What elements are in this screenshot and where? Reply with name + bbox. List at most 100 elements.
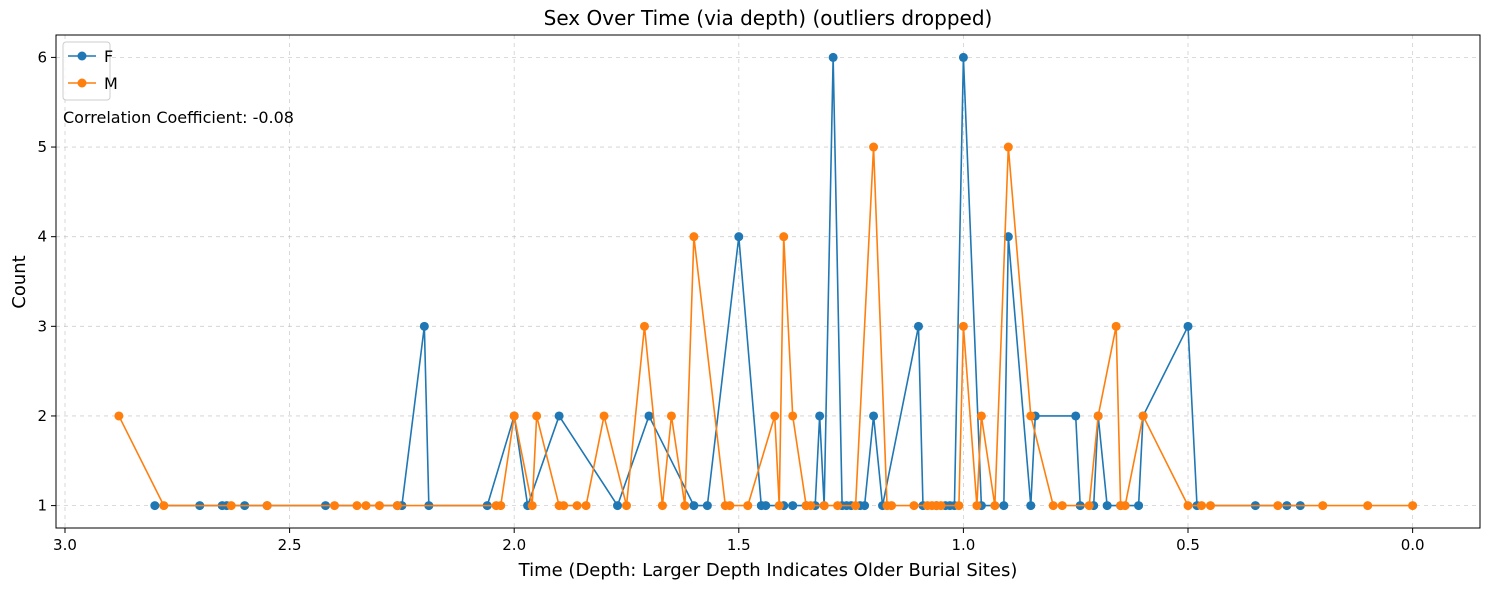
data-point-M xyxy=(819,501,829,511)
x-tick-label: 0.5 xyxy=(1176,536,1200,554)
x-tick-label: 2.5 xyxy=(278,536,302,554)
data-point-M xyxy=(572,501,582,511)
correlation-annotation: Correlation Coefficient: -0.08 xyxy=(63,108,294,127)
data-point-M xyxy=(374,501,384,511)
data-point-M xyxy=(1408,501,1418,511)
y-tick-label: 2 xyxy=(37,407,47,425)
data-point-M xyxy=(976,411,986,421)
y-tick-label: 1 xyxy=(37,497,47,515)
data-point-M xyxy=(621,501,631,511)
y-tick-label: 3 xyxy=(37,317,47,335)
data-point-M xyxy=(1183,501,1193,511)
data-point-M xyxy=(666,411,676,421)
data-point-M xyxy=(1093,411,1103,421)
data-point-F xyxy=(788,501,798,511)
data-point-F xyxy=(150,501,160,511)
data-point-M xyxy=(680,501,690,511)
x-tick-label: 1.5 xyxy=(727,536,751,554)
data-point-F xyxy=(419,321,429,331)
y-tick-label: 4 xyxy=(37,228,47,246)
x-tick-label: 1.0 xyxy=(951,536,975,554)
data-point-M xyxy=(1048,501,1058,511)
legend-marker-F xyxy=(77,51,87,61)
series-M xyxy=(114,142,1418,511)
legend-marker-M xyxy=(77,78,87,88)
data-point-F xyxy=(613,501,623,511)
data-point-M xyxy=(770,411,780,421)
data-point-F xyxy=(1183,321,1193,331)
data-point-M xyxy=(532,411,542,421)
data-point-M xyxy=(909,501,919,511)
data-point-M xyxy=(1026,411,1036,421)
data-point-M xyxy=(851,501,861,511)
data-point-M xyxy=(1003,142,1013,152)
data-point-F xyxy=(958,52,968,62)
data-point-F xyxy=(828,52,838,62)
data-point-M xyxy=(392,501,402,511)
data-point-F xyxy=(999,501,1009,511)
data-point-M xyxy=(1273,501,1283,511)
data-point-M xyxy=(1111,321,1121,331)
y-axis-label: Count xyxy=(9,255,30,308)
y-tick-label: 5 xyxy=(37,138,47,156)
data-point-M xyxy=(1057,501,1067,511)
data-point-M xyxy=(159,501,169,511)
legend: FM xyxy=(62,41,118,101)
series-line-F xyxy=(154,56,1301,507)
data-point-F xyxy=(913,321,923,331)
data-point-F xyxy=(1003,232,1013,242)
data-point-M xyxy=(806,501,816,511)
data-point-M xyxy=(954,501,964,511)
legend-label-M: M xyxy=(104,74,118,93)
data-point-M xyxy=(1196,501,1206,511)
data-point-M xyxy=(1084,501,1094,511)
data-point-F xyxy=(1134,501,1144,511)
data-point-M xyxy=(774,501,784,511)
x-axis-label: Time (Depth: Larger Depth Indicates Olde… xyxy=(518,560,1018,581)
data-point-M xyxy=(958,321,968,331)
data-point-F xyxy=(689,501,699,511)
x-tick-label: 2.0 xyxy=(502,536,526,554)
chart-title: Sex Over Time (via depth) (outliers drop… xyxy=(544,6,993,30)
data-point-M xyxy=(581,501,591,511)
x-tick-label: 3.0 xyxy=(53,536,77,554)
data-point-M xyxy=(689,232,699,242)
y-tick-label: 6 xyxy=(37,48,47,66)
data-point-M xyxy=(509,411,519,421)
data-point-M xyxy=(887,501,897,511)
data-point-M xyxy=(599,411,609,421)
data-point-M xyxy=(743,501,753,511)
data-point-M xyxy=(527,501,537,511)
data-point-M xyxy=(330,501,340,511)
data-point-M xyxy=(1318,501,1328,511)
data-point-F xyxy=(1026,501,1036,511)
data-point-M xyxy=(1205,501,1215,511)
legend-label-F: F xyxy=(104,47,113,66)
data-point-M xyxy=(725,501,735,511)
plot-frame xyxy=(55,34,1481,529)
data-point-M xyxy=(559,501,569,511)
data-point-M xyxy=(361,501,371,511)
data-point-M xyxy=(779,232,789,242)
series-layer xyxy=(114,52,1418,511)
x-tick-label: 0.0 xyxy=(1401,536,1425,554)
data-point-M xyxy=(990,501,1000,511)
data-point-M xyxy=(496,501,506,511)
data-point-M xyxy=(262,501,272,511)
data-point-F xyxy=(1071,411,1081,421)
data-point-F xyxy=(761,501,771,511)
data-point-F xyxy=(860,501,870,511)
data-point-F xyxy=(644,411,654,421)
data-point-M xyxy=(114,411,124,421)
data-point-M xyxy=(1363,501,1373,511)
data-point-F xyxy=(1102,501,1112,511)
data-point-M xyxy=(639,321,649,331)
data-point-M xyxy=(657,501,667,511)
data-point-F xyxy=(869,411,879,421)
legend-box xyxy=(62,41,111,101)
data-point-F xyxy=(734,232,744,242)
data-point-M xyxy=(352,501,362,511)
data-point-F xyxy=(554,411,564,421)
data-point-F xyxy=(815,411,825,421)
